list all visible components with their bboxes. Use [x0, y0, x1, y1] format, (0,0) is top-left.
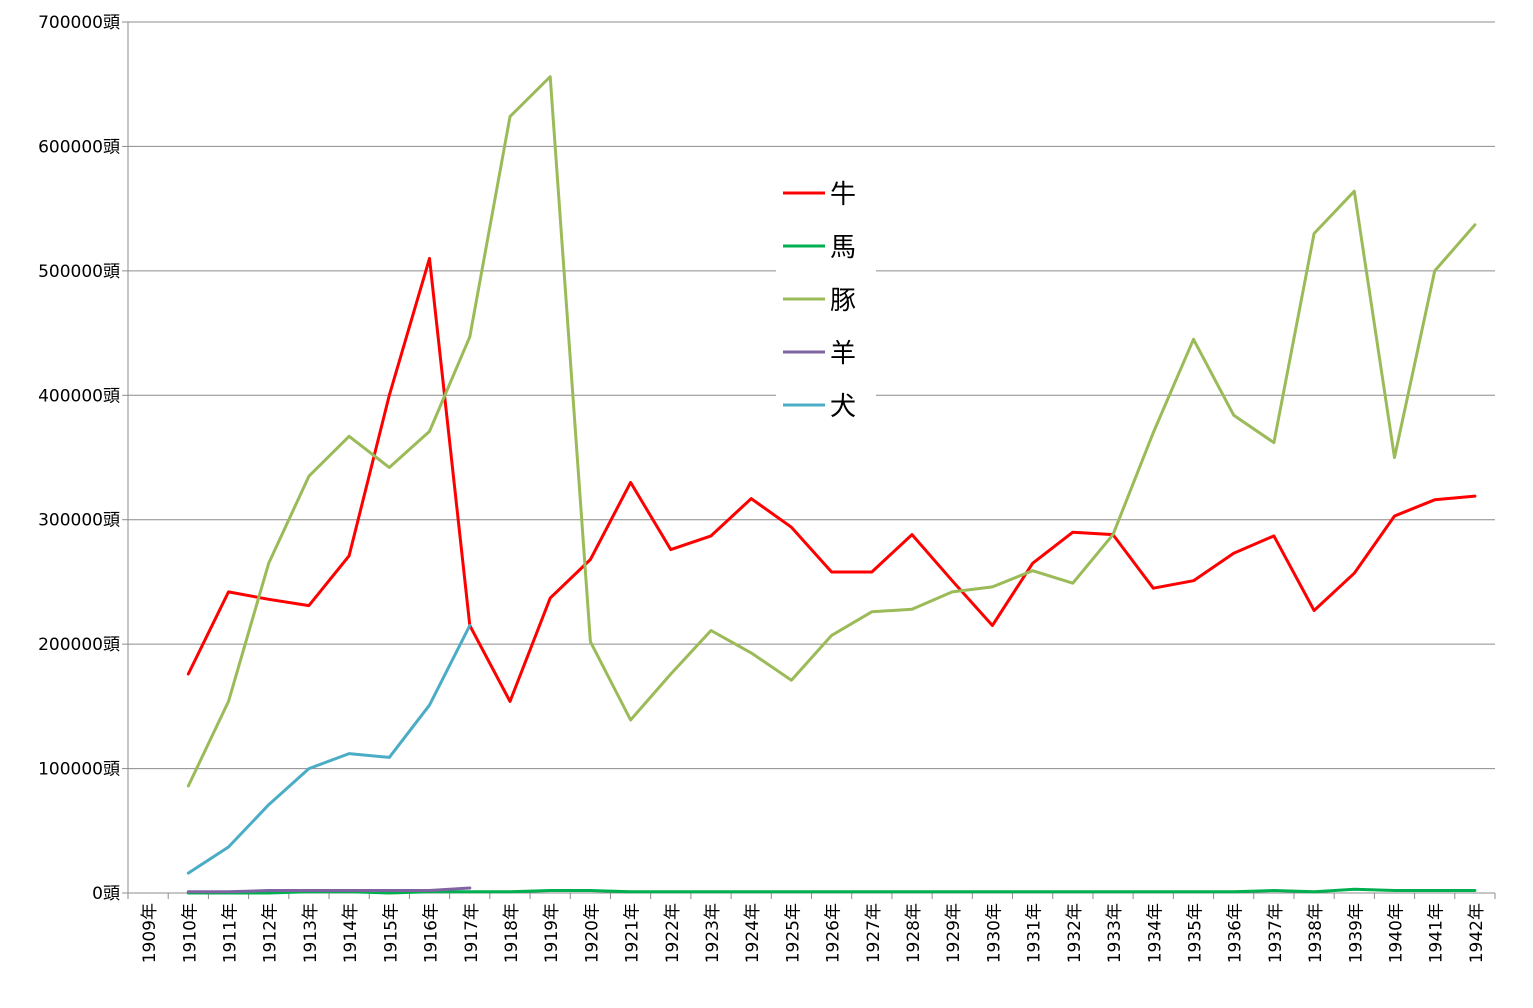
- x-tick-label: 1935年: [1185, 903, 1205, 963]
- x-tick-label: 1910年: [180, 903, 200, 963]
- series-line-3: [186, 886, 472, 894]
- y-tick-label: 100000頭: [38, 760, 120, 780]
- x-tick-label: 1926年: [824, 903, 844, 963]
- x-tick-label: 1932年: [1065, 903, 1085, 963]
- y-tick-labels: 0頭 100000頭 200000頭 300000頭 400000頭 500000頭 600…: [38, 13, 120, 904]
- x-tick-label: 1929年: [944, 903, 964, 963]
- x-tick-label: 1917年: [462, 903, 482, 963]
- x-tick-label: 1937年: [1266, 903, 1286, 963]
- y-tick-label: 700000頭: [38, 13, 120, 33]
- x-tick-label: 1924年: [743, 903, 763, 963]
- legend-label: 犬: [830, 392, 856, 422]
- x-tick-label: 1920年: [582, 903, 602, 963]
- legend-label: 豚: [830, 286, 856, 316]
- axes: [122, 21, 1496, 899]
- x-tick-label: 1936年: [1226, 903, 1246, 963]
- x-tick-label: 1912年: [261, 903, 281, 963]
- x-tick-label: 1942年: [1467, 903, 1487, 963]
- x-tick-label: 1940年: [1386, 903, 1406, 963]
- y-tick-label: 200000頭: [38, 635, 120, 655]
- x-tick-label: 1916年: [422, 903, 442, 963]
- x-tick-label: 1913年: [301, 903, 321, 963]
- legend-box: [776, 168, 876, 438]
- x-tick-label: 1934年: [1145, 903, 1165, 963]
- x-tick-label: 1915年: [381, 903, 401, 963]
- x-tick-label: 1909年: [140, 903, 160, 963]
- x-tick-label: 1923年: [703, 903, 723, 963]
- series-lines: [186, 75, 1477, 895]
- series-line-4: [186, 624, 472, 875]
- x-tick-label: 1921年: [623, 903, 643, 963]
- x-tick-label: 1939年: [1346, 903, 1366, 963]
- x-tick-label: 1927年: [864, 903, 884, 963]
- y-tick-label: 300000頭: [38, 511, 120, 531]
- x-tick-label: 1928年: [904, 903, 924, 963]
- x-tick-label: 1918年: [502, 903, 522, 963]
- x-tick-label: 1914年: [341, 903, 361, 963]
- x-tick-label: 1933年: [1105, 903, 1125, 963]
- y-tick-label: 400000頭: [38, 386, 120, 406]
- series-line-1: [186, 887, 1477, 895]
- legend-label: 馬: [830, 233, 856, 263]
- x-tick-label: 1938年: [1306, 903, 1326, 963]
- series-line-2: [186, 75, 1477, 788]
- x-tick-label: 1930年: [984, 903, 1004, 963]
- x-tick-label: 1925年: [783, 903, 803, 963]
- y-tick-label: 500000頭: [38, 262, 120, 282]
- x-tick-label: 1931年: [1025, 903, 1045, 963]
- y-tick-label: 600000頭: [38, 137, 120, 157]
- x-tick-label: 1922年: [663, 903, 683, 963]
- series-line-0: [186, 256, 1477, 703]
- x-tick-label: 1919年: [542, 903, 562, 963]
- y-tick-label: 0頭: [92, 884, 120, 904]
- legend-label: 牛: [830, 180, 856, 210]
- x-tick-label: 1941年: [1427, 903, 1447, 963]
- x-tick-label: 1911年: [221, 903, 241, 963]
- legend-label: 羊: [830, 339, 856, 369]
- x-tick-labels: 1909年 1910年 1911年 1912年 1913年 1914年 1915年 1916年…: [140, 903, 1487, 963]
